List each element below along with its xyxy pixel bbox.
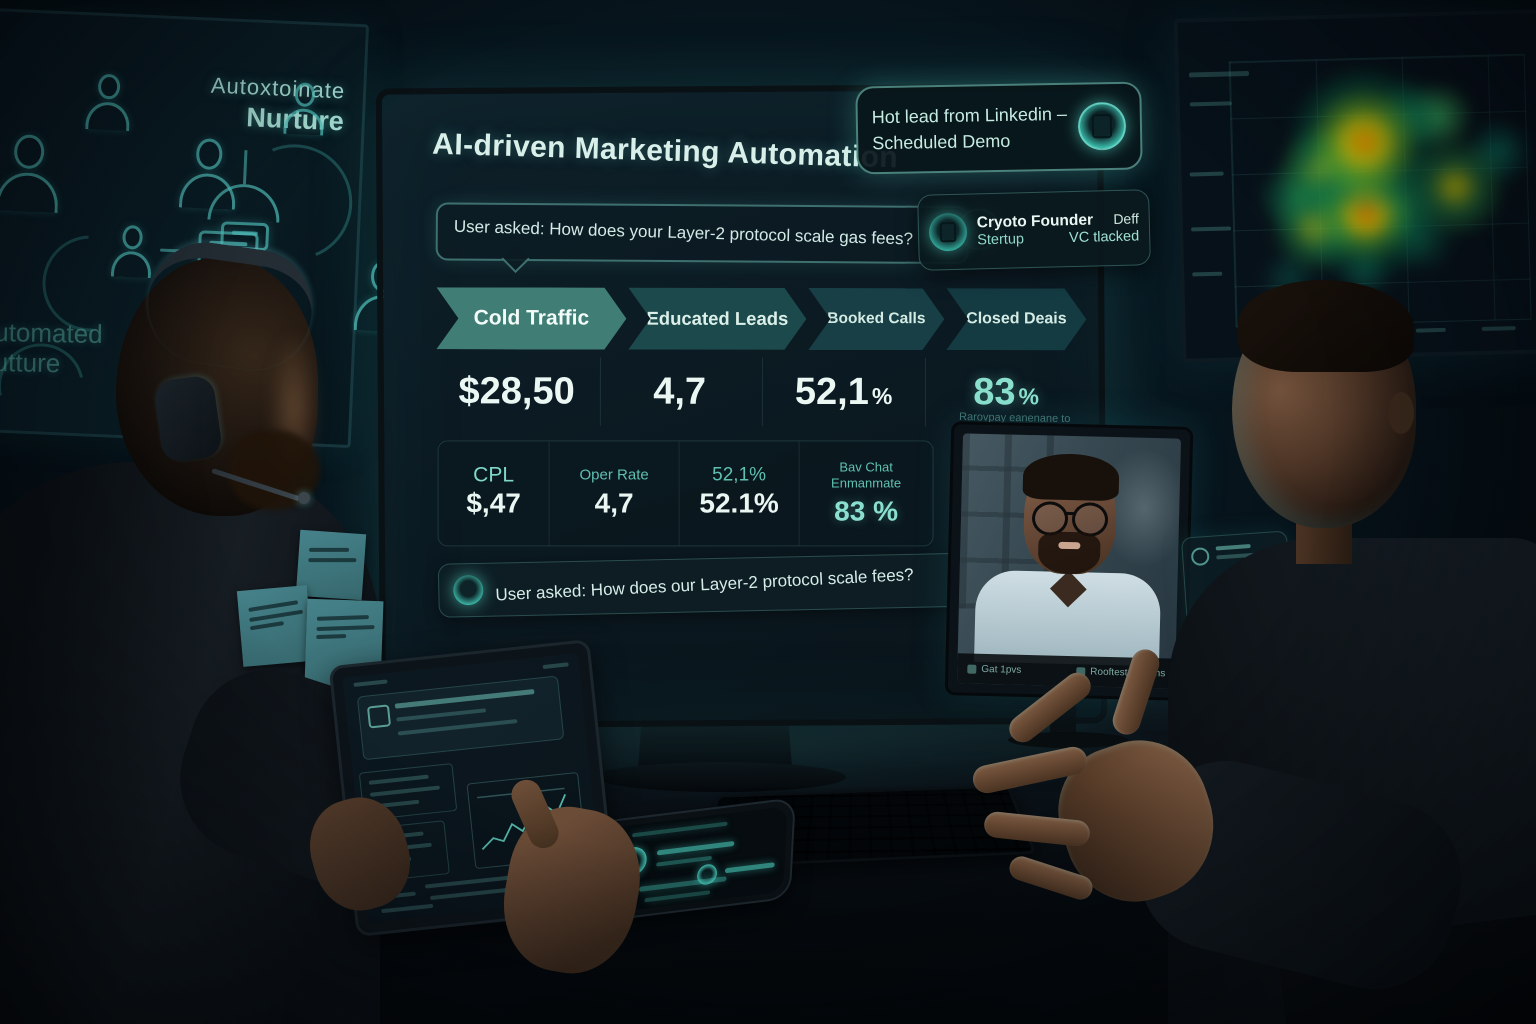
wall-label-line2: utture	[0, 347, 61, 379]
notification-founder[interactable]: Cryoto Founder Deff Stertup VC tlacked	[917, 189, 1151, 271]
metric-value: 83 %	[834, 495, 899, 527]
metric-suffix: %	[1018, 382, 1040, 409]
whiteboard-title-line1: Autoxtoinate	[210, 72, 346, 104]
metric-label: 52,1%	[712, 464, 767, 486]
founder-startup-label: Stertup	[977, 231, 1025, 249]
person-icon	[178, 137, 239, 210]
headset-earcup-icon	[152, 374, 224, 464]
whiteboard-title: Autoxtoinate Nurture	[209, 72, 346, 138]
notification-line1: Hot lead from Linkedin –	[871, 103, 1068, 128]
notification-line2: Scheduled Demo	[872, 130, 1011, 154]
remote-person-mouth	[1058, 541, 1081, 550]
founder-avatar-icon	[928, 212, 968, 252]
shield-icon	[1190, 546, 1210, 567]
chat-bubble-bottom[interactable]: User asked: How does our Layer-2 protoco…	[437, 552, 966, 618]
metric-label: Bav Chat Enmanmate	[831, 459, 902, 491]
mic-icon	[967, 664, 977, 674]
funnel-stage-cold-traffic[interactable]: Cold Traffic	[436, 287, 626, 349]
sticky-note	[236, 585, 314, 667]
headset-mic-icon	[298, 492, 310, 504]
right-man-ear	[1388, 392, 1414, 434]
metric-label: CPL	[473, 463, 515, 487]
metric-chat-engagement-cell: Bav Chat Enmanmate 83 %	[798, 441, 933, 546]
funnel-stage-label: Booked Calls	[827, 309, 926, 328]
notification-hot-lead[interactable]: Hot lead from Linkedin – Scheduled Demo	[855, 81, 1143, 175]
metric-value: 52,1	[794, 370, 869, 413]
person-icon	[85, 73, 131, 131]
chat-bubble-bottom-text: User asked: How does our Layer-2 protoco…	[495, 565, 915, 605]
monitor-stand-base	[596, 762, 846, 792]
founder-tag: Deff	[1113, 210, 1139, 228]
bot-icon	[366, 704, 392, 729]
metric-value: 83	[973, 370, 1016, 413]
metric-value: 4,7	[594, 487, 634, 519]
right-man-hair	[1238, 280, 1414, 372]
metric-suffix: %	[871, 382, 893, 409]
metric-value: 52.1%	[699, 487, 779, 519]
metric-value: $28,50	[458, 369, 575, 413]
funnel-stage-booked-calls[interactable]: Booked Calls	[808, 288, 944, 350]
metric-percent-cell: 52,1% 52.1%	[678, 441, 799, 546]
person-icon	[283, 82, 325, 136]
funnel-stage-label: Cold Traffic	[473, 306, 590, 330]
metric-value: 4,7	[653, 370, 707, 413]
wall-label: utomated utture	[0, 317, 103, 379]
funnel-stage-label: Educated Leads	[646, 307, 789, 329]
tablet-chat-card	[356, 675, 565, 761]
metrics-card: CPL $,47 Oper Rate 4,7 52,1% 52.1% Bav C…	[437, 440, 934, 547]
metric-label: Oper Rate	[579, 466, 649, 484]
lead-badge-icon	[1077, 101, 1127, 151]
glasses-icon	[1028, 501, 1113, 537]
funnel-stage-label: Closed Deais	[966, 310, 1067, 328]
founder-vc-label: VC tlacked	[1068, 228, 1140, 247]
metric-cpl-cell: CPL $,47	[439, 441, 549, 545]
metric-value: $,47	[466, 487, 521, 519]
person-icon	[0, 133, 63, 214]
funnel-stage-educated-leads[interactable]: Educated Leads	[628, 288, 806, 350]
metric-cpl-value: $28,50	[437, 357, 600, 425]
funnel-chart: Cold Traffic Educated Leads Booked Calls…	[436, 287, 1086, 350]
chat-bubble-top[interactable]: User asked: How does your Layer-2 protoc…	[435, 202, 969, 265]
chat-bubble-top-text: User asked: How does your Layer-2 protoc…	[453, 216, 914, 249]
funnel-stage-closed-deals[interactable]: Closed Deais	[946, 288, 1086, 350]
metric-open-rate-cell: Oper Rate 4,7	[548, 441, 679, 546]
dashboard-title: AI-driven Marketing Automation	[431, 127, 899, 175]
metric-rate-value: 4,7	[599, 357, 762, 426]
video-status-left: Gat 1pvs	[981, 663, 1022, 676]
wall-label-line1: utomated	[0, 317, 103, 349]
chat-avatar-icon	[452, 574, 484, 606]
metric-percent-value: 52,1 %	[761, 357, 925, 427]
remote-person-beard	[1037, 531, 1101, 575]
